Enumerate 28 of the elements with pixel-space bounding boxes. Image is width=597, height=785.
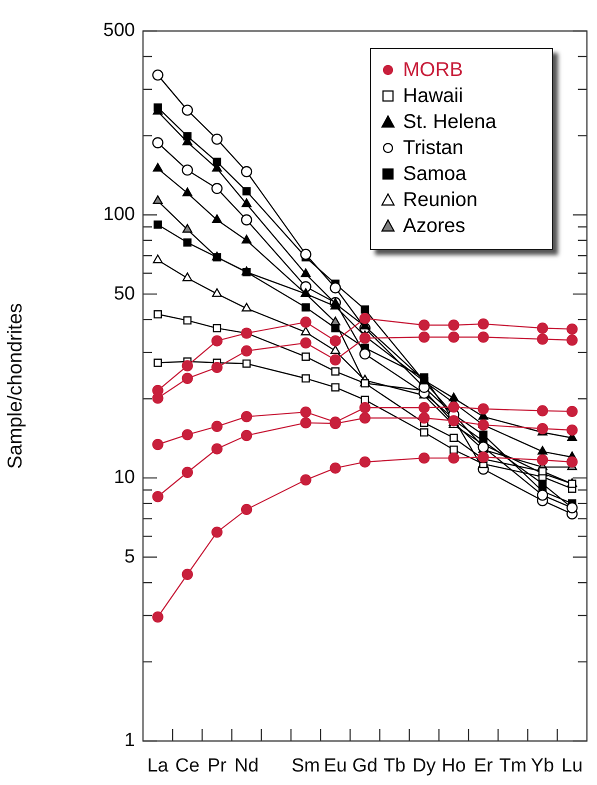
y-axis-title: Sample/chondrites — [4, 303, 27, 469]
x-tick-label: Ho — [442, 756, 466, 777]
x-tick-label: Ce — [175, 756, 200, 777]
y-tick-label: 50 — [114, 283, 135, 304]
x-tick-label: Lu — [562, 756, 583, 777]
legend-label: St. Helena — [403, 110, 496, 134]
x-tick-label: Yb — [530, 756, 554, 777]
x-tick-label: Er — [474, 756, 494, 777]
legend-label: Hawaii — [403, 84, 464, 108]
legend-label: Azores — [403, 214, 466, 238]
x-tick-label: Tm — [499, 756, 527, 777]
y-tick-label: 10 — [114, 467, 135, 488]
legend-label: Reunion — [403, 188, 478, 212]
x-tick-label: La — [147, 756, 169, 777]
legend-label: MORB — [403, 58, 463, 82]
x-tick-label: Dy — [412, 756, 436, 777]
x-tick-label: Nd — [234, 756, 259, 777]
y-tick-label: 500 — [103, 20, 135, 42]
x-tick-label: Eu — [324, 756, 347, 777]
y-tick-label: 1 — [124, 730, 135, 752]
x-tick-label: Gd — [352, 756, 378, 777]
y-tick-label: 100 — [103, 204, 135, 226]
x-tick-label: Sm — [292, 756, 320, 777]
legend-label: Tristan — [403, 136, 464, 160]
legend-label: Samoa — [403, 162, 466, 186]
x-tick-label: Pr — [207, 756, 228, 777]
y-tick-label: 5 — [124, 546, 135, 568]
x-tick-label: Tb — [383, 756, 406, 777]
